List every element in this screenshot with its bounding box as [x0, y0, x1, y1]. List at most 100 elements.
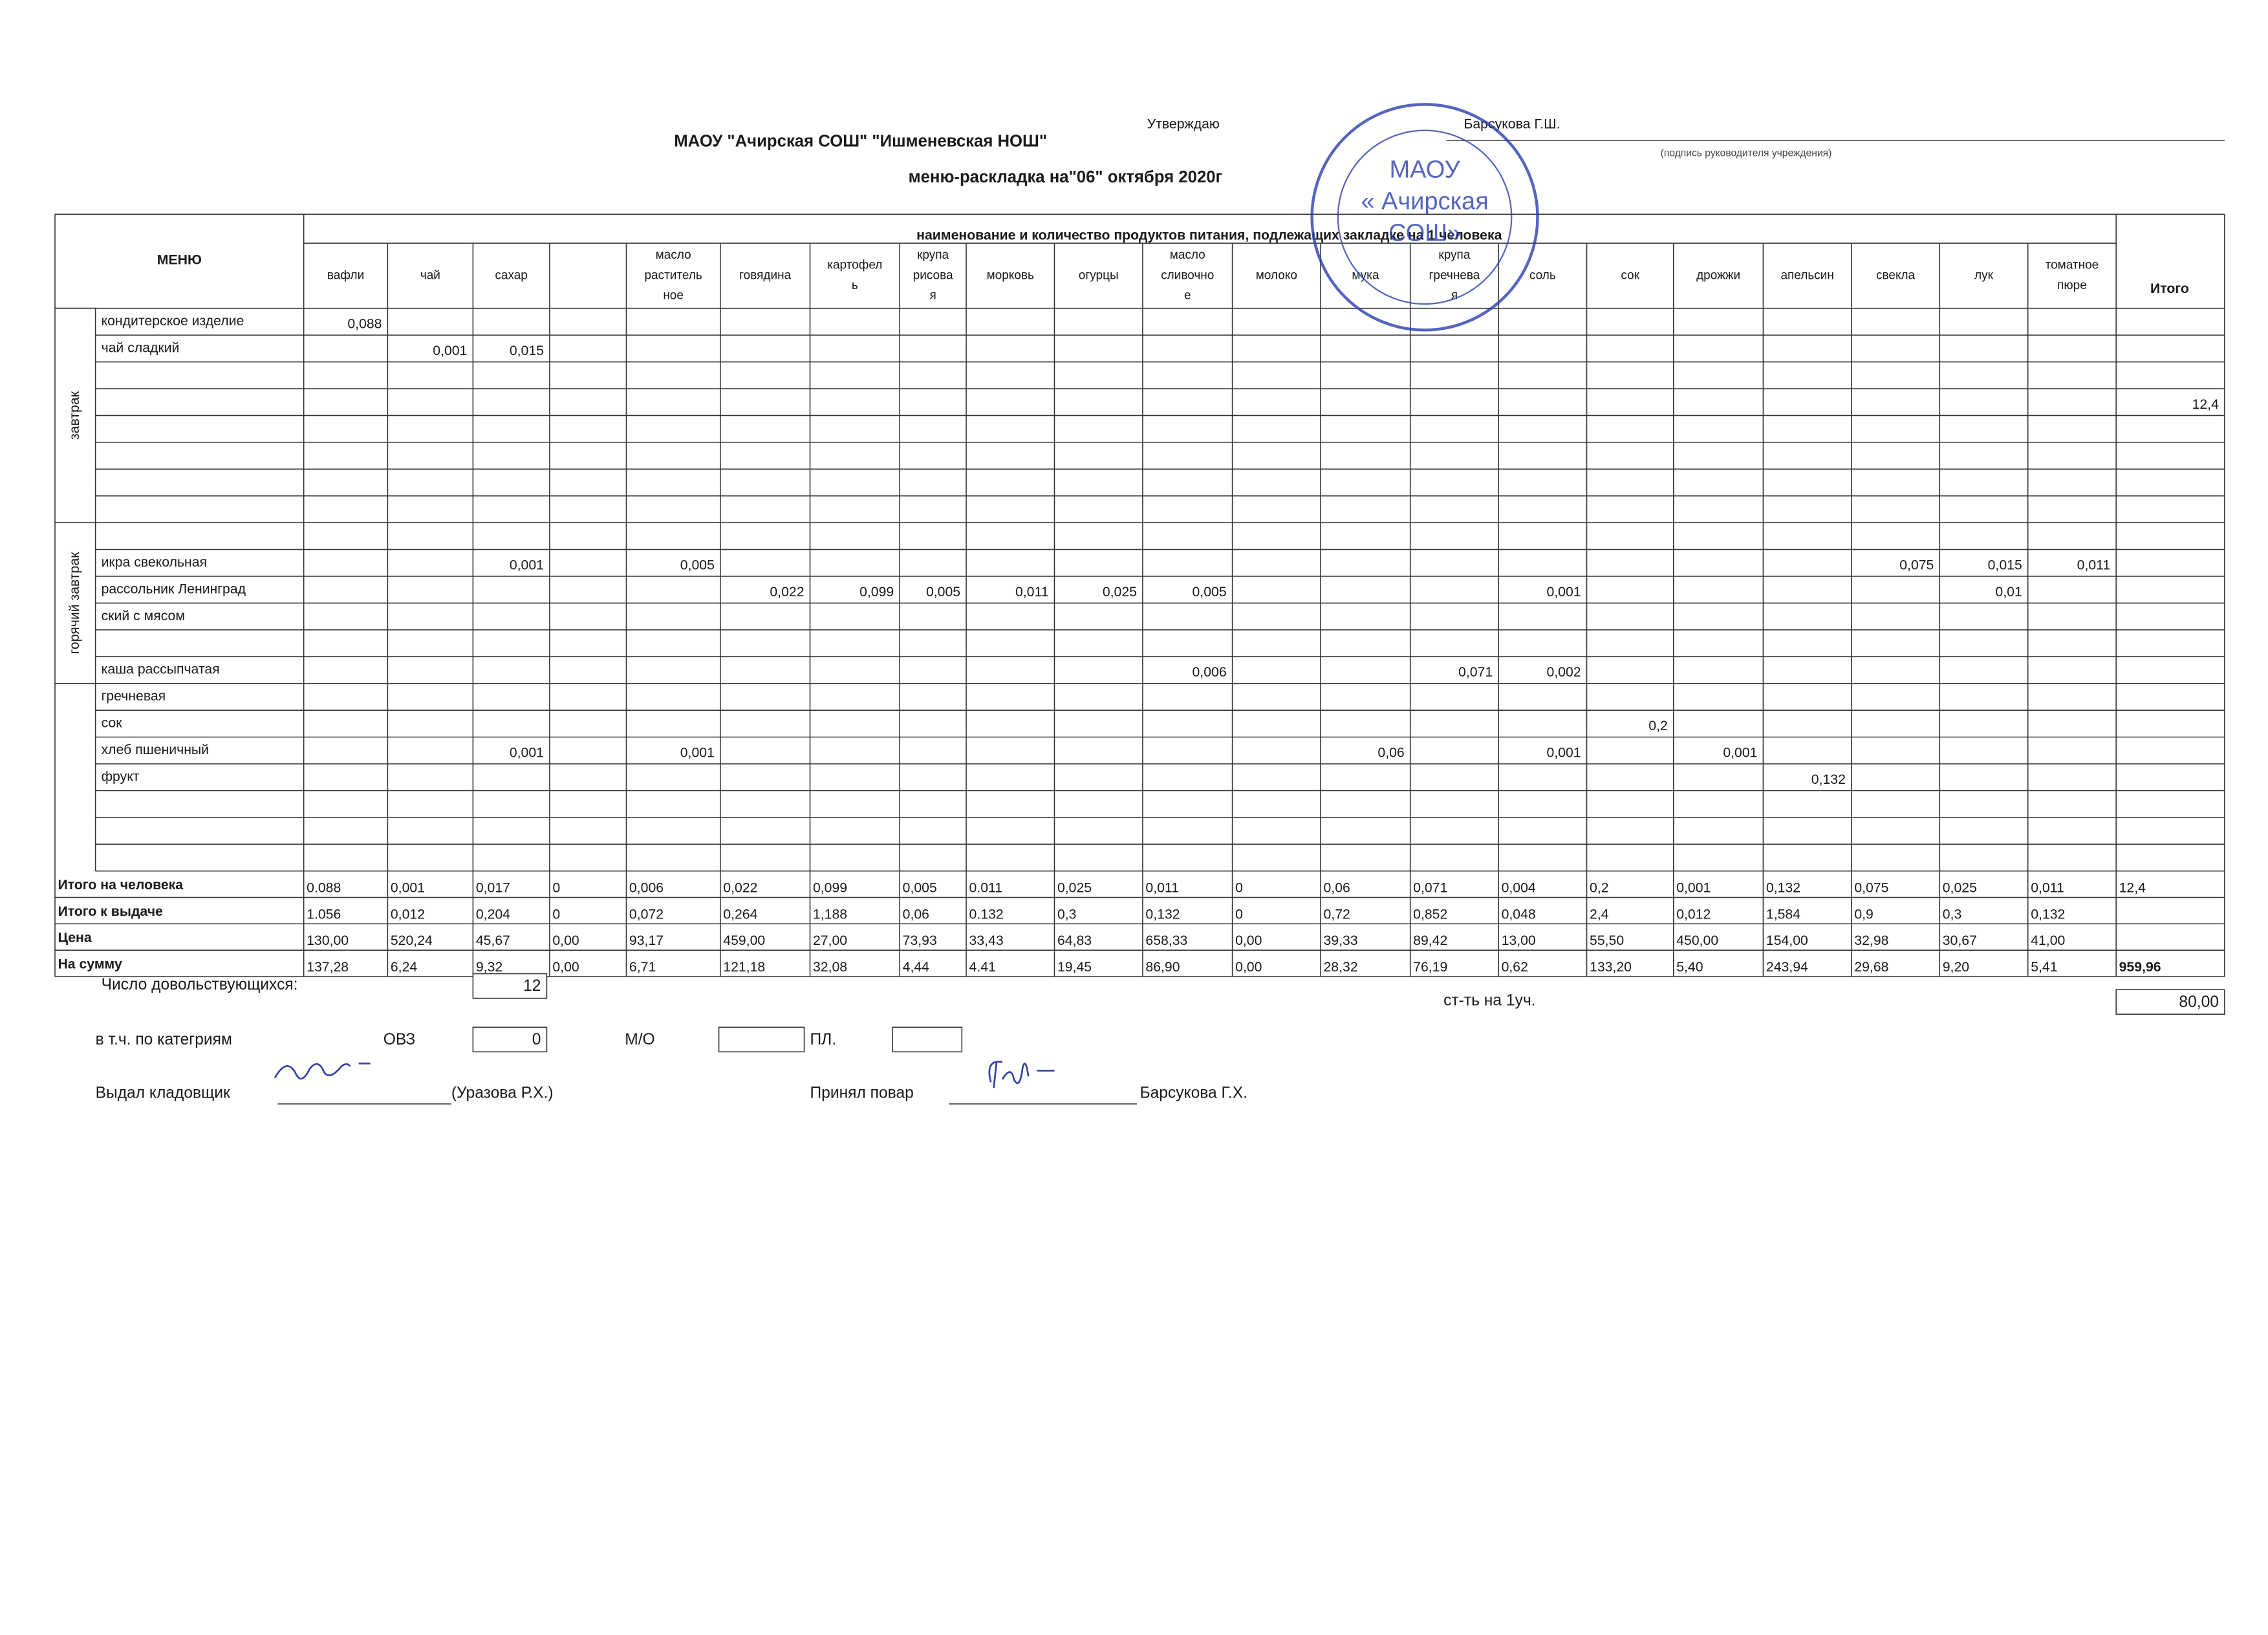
product-header: томатное [2046, 259, 2099, 272]
quantity: 0,011 [1015, 584, 1049, 600]
total-value: 0,3 [1057, 906, 1077, 922]
total-value: 0,264 [723, 906, 757, 922]
product-header: гречнева [1429, 268, 1480, 282]
total-value: 0,012 [1676, 906, 1711, 922]
total-value: 5,40 [1676, 959, 1703, 975]
total-value: 0 [1235, 880, 1243, 895]
cost: 80,00 [2179, 993, 2219, 1011]
total-value: 0,06 [903, 906, 929, 922]
product-header: морковь [987, 268, 1034, 282]
total-value: 39,33 [1323, 933, 1357, 948]
product-header: крупа [917, 248, 949, 262]
quantity: 0,015 [510, 343, 544, 358]
total-value: 0,071 [1413, 880, 1447, 895]
product-header: пюре [2057, 279, 2087, 292]
quantity: 0,005 [926, 584, 960, 600]
total-value: 133,20 [1590, 959, 1632, 975]
total-value: 0.132 [969, 906, 1004, 922]
product-header: молоко [1256, 268, 1297, 282]
total-value: 0,025 [1057, 880, 1092, 895]
total-value: 0,852 [1413, 906, 1447, 922]
total-value: 0,099 [813, 880, 847, 895]
total-value: 1.056 [307, 906, 341, 922]
product-header: крупа [1438, 248, 1470, 262]
approve-label: Утверждаю [1147, 116, 1220, 131]
total-value: 0,006 [629, 880, 664, 895]
total-value: 0.088 [307, 880, 341, 895]
total-value: 450,00 [1676, 933, 1718, 948]
total-value: 0,132 [1145, 906, 1180, 922]
quantity: 0,001 [1723, 744, 1757, 760]
product-header: ное [663, 289, 684, 303]
product-header: раститель [644, 268, 702, 282]
total-value: 959,96 [2119, 959, 2161, 975]
menu-item: хлеб пшеничный [102, 742, 210, 757]
total-value: 137,28 [307, 959, 349, 975]
product-header: чай [420, 268, 440, 282]
count-label: Число довольствующихся: [102, 976, 298, 993]
section-label: завтрак [67, 391, 82, 440]
categories-label: в т.ч. по категриям [96, 1031, 232, 1048]
product-header: масло [1170, 248, 1205, 262]
menu-header: МЕНЮ [157, 252, 202, 268]
product-header: сок [1621, 268, 1639, 282]
total-value: 154,00 [1766, 933, 1808, 948]
product-header: лук [1974, 268, 1994, 282]
stamp-ring [1310, 103, 1539, 332]
category-label: ПЛ. [810, 1031, 837, 1048]
quantity: 0,001 [510, 557, 544, 572]
product-header: сахар [495, 268, 528, 282]
product-header: вафли [327, 268, 364, 282]
menu-item: каша рассыпчатая [102, 662, 220, 677]
product-header: говядина [739, 268, 791, 282]
total-value: 41,00 [2031, 933, 2065, 948]
count: 12 [523, 977, 541, 995]
quantity: 0,001 [510, 744, 544, 760]
total-value: 55,50 [1590, 933, 1624, 948]
total-value: 30,67 [1943, 933, 1977, 948]
total-value: 32,98 [1854, 933, 1888, 948]
products-header: наименование и количество продуктов пита… [916, 227, 1502, 243]
total-value: 0,001 [1676, 880, 1711, 895]
total-value: 0,9 [1854, 906, 1874, 922]
total-value: 121,18 [723, 959, 765, 975]
quantity: 0,005 [1193, 584, 1227, 600]
product-header: масло [656, 248, 691, 262]
menu-item: ский с мясом [102, 608, 185, 623]
total-value: 0,00 [1235, 959, 1262, 975]
quantity: 0,001 [433, 343, 467, 358]
quantity: 0,2 [1648, 718, 1668, 733]
total-value: 6,71 [629, 959, 656, 975]
total-value: 0,001 [391, 880, 425, 895]
cost-label: ст-ть на 1уч. [1443, 992, 1535, 1010]
quantity: 0,001 [1546, 744, 1581, 760]
total-value: 658,33 [1145, 933, 1187, 948]
product-header: картофел [827, 259, 882, 272]
quantity: 0,099 [859, 584, 894, 600]
total-value: 0,204 [476, 906, 510, 922]
total-label: Цена [58, 930, 91, 946]
total-value: 0,017 [476, 880, 510, 895]
menu-item: рассольник Ленинград [102, 581, 246, 596]
total-value: 27,00 [813, 933, 847, 948]
total-value: 9,32 [476, 959, 502, 975]
quantity: 12,4 [2192, 396, 2219, 412]
total-value: 93,17 [629, 933, 664, 948]
quantity: 0,005 [680, 557, 715, 572]
total-value: 29,68 [1854, 959, 1888, 975]
total-value: 64,83 [1057, 933, 1092, 948]
total-value: 4,44 [903, 959, 930, 975]
total-value: 0,012 [391, 906, 425, 922]
total-value: 0,048 [1502, 906, 1536, 922]
total-value: 89,42 [1413, 933, 1447, 948]
total-value: 0,011 [2031, 880, 2064, 895]
quantity: 0,015 [1988, 557, 2022, 572]
quantity: 0,006 [1193, 664, 1227, 680]
total-value: 12,4 [2119, 880, 2146, 895]
section-label: горячий завтрак [67, 552, 82, 655]
total-value: 13,00 [1502, 933, 1536, 948]
product-header: е [1184, 289, 1191, 303]
stamp-text: « Ачирская [1361, 188, 1488, 215]
